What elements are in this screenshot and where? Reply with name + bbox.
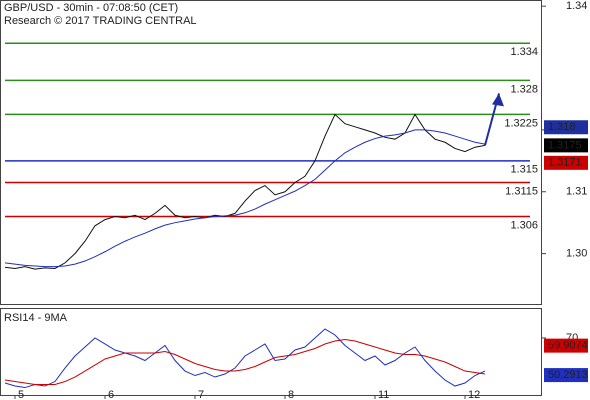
y-tick-label: 1.30 xyxy=(566,248,587,260)
level-label: 1.3115 xyxy=(505,185,538,197)
x-tick-label: 7 xyxy=(198,389,204,400)
chart-subtitle: Research © 2017 TRADING CENTRAL xyxy=(4,15,197,27)
level-label: 1.306 xyxy=(510,219,538,231)
series-line xyxy=(4,328,486,389)
value-box xyxy=(544,120,588,135)
chart-title: GBP/USD - 30min - 07:08:50 (CET) xyxy=(4,2,178,14)
value-box-label: 50.2913 xyxy=(548,369,588,381)
value-box xyxy=(544,138,588,153)
projection-arrowhead xyxy=(492,93,504,107)
value-box-label: 1.3171 xyxy=(548,157,582,169)
y-tick-label: 1.31 xyxy=(566,186,587,198)
value-box-label: 59.9074 xyxy=(548,340,588,352)
price-panel xyxy=(0,0,542,305)
level-label: 1.3225 xyxy=(504,117,538,129)
value-box-label: 1.318 xyxy=(548,121,576,133)
rsi-title: RSI14 - 9MA xyxy=(4,312,68,324)
series-line xyxy=(4,129,486,268)
y-tick-label: 1.34 xyxy=(566,0,587,12)
value-box-label: 1.3175 xyxy=(548,139,582,151)
x-tick-label: 11 xyxy=(378,389,389,400)
series-line xyxy=(4,338,486,386)
level-label: 1.334 xyxy=(510,46,538,58)
x-tick-label: 6 xyxy=(108,389,114,400)
value-box xyxy=(544,338,588,353)
rsi-panel xyxy=(0,308,542,396)
value-box xyxy=(544,155,588,170)
level-label: 1.315 xyxy=(510,164,538,176)
level-label: 1.328 xyxy=(510,83,538,95)
x-tick-label: 12 xyxy=(468,389,480,400)
x-tick-label: 5 xyxy=(18,389,24,400)
x-tick-label: 8 xyxy=(288,389,294,400)
value-box xyxy=(544,368,588,383)
